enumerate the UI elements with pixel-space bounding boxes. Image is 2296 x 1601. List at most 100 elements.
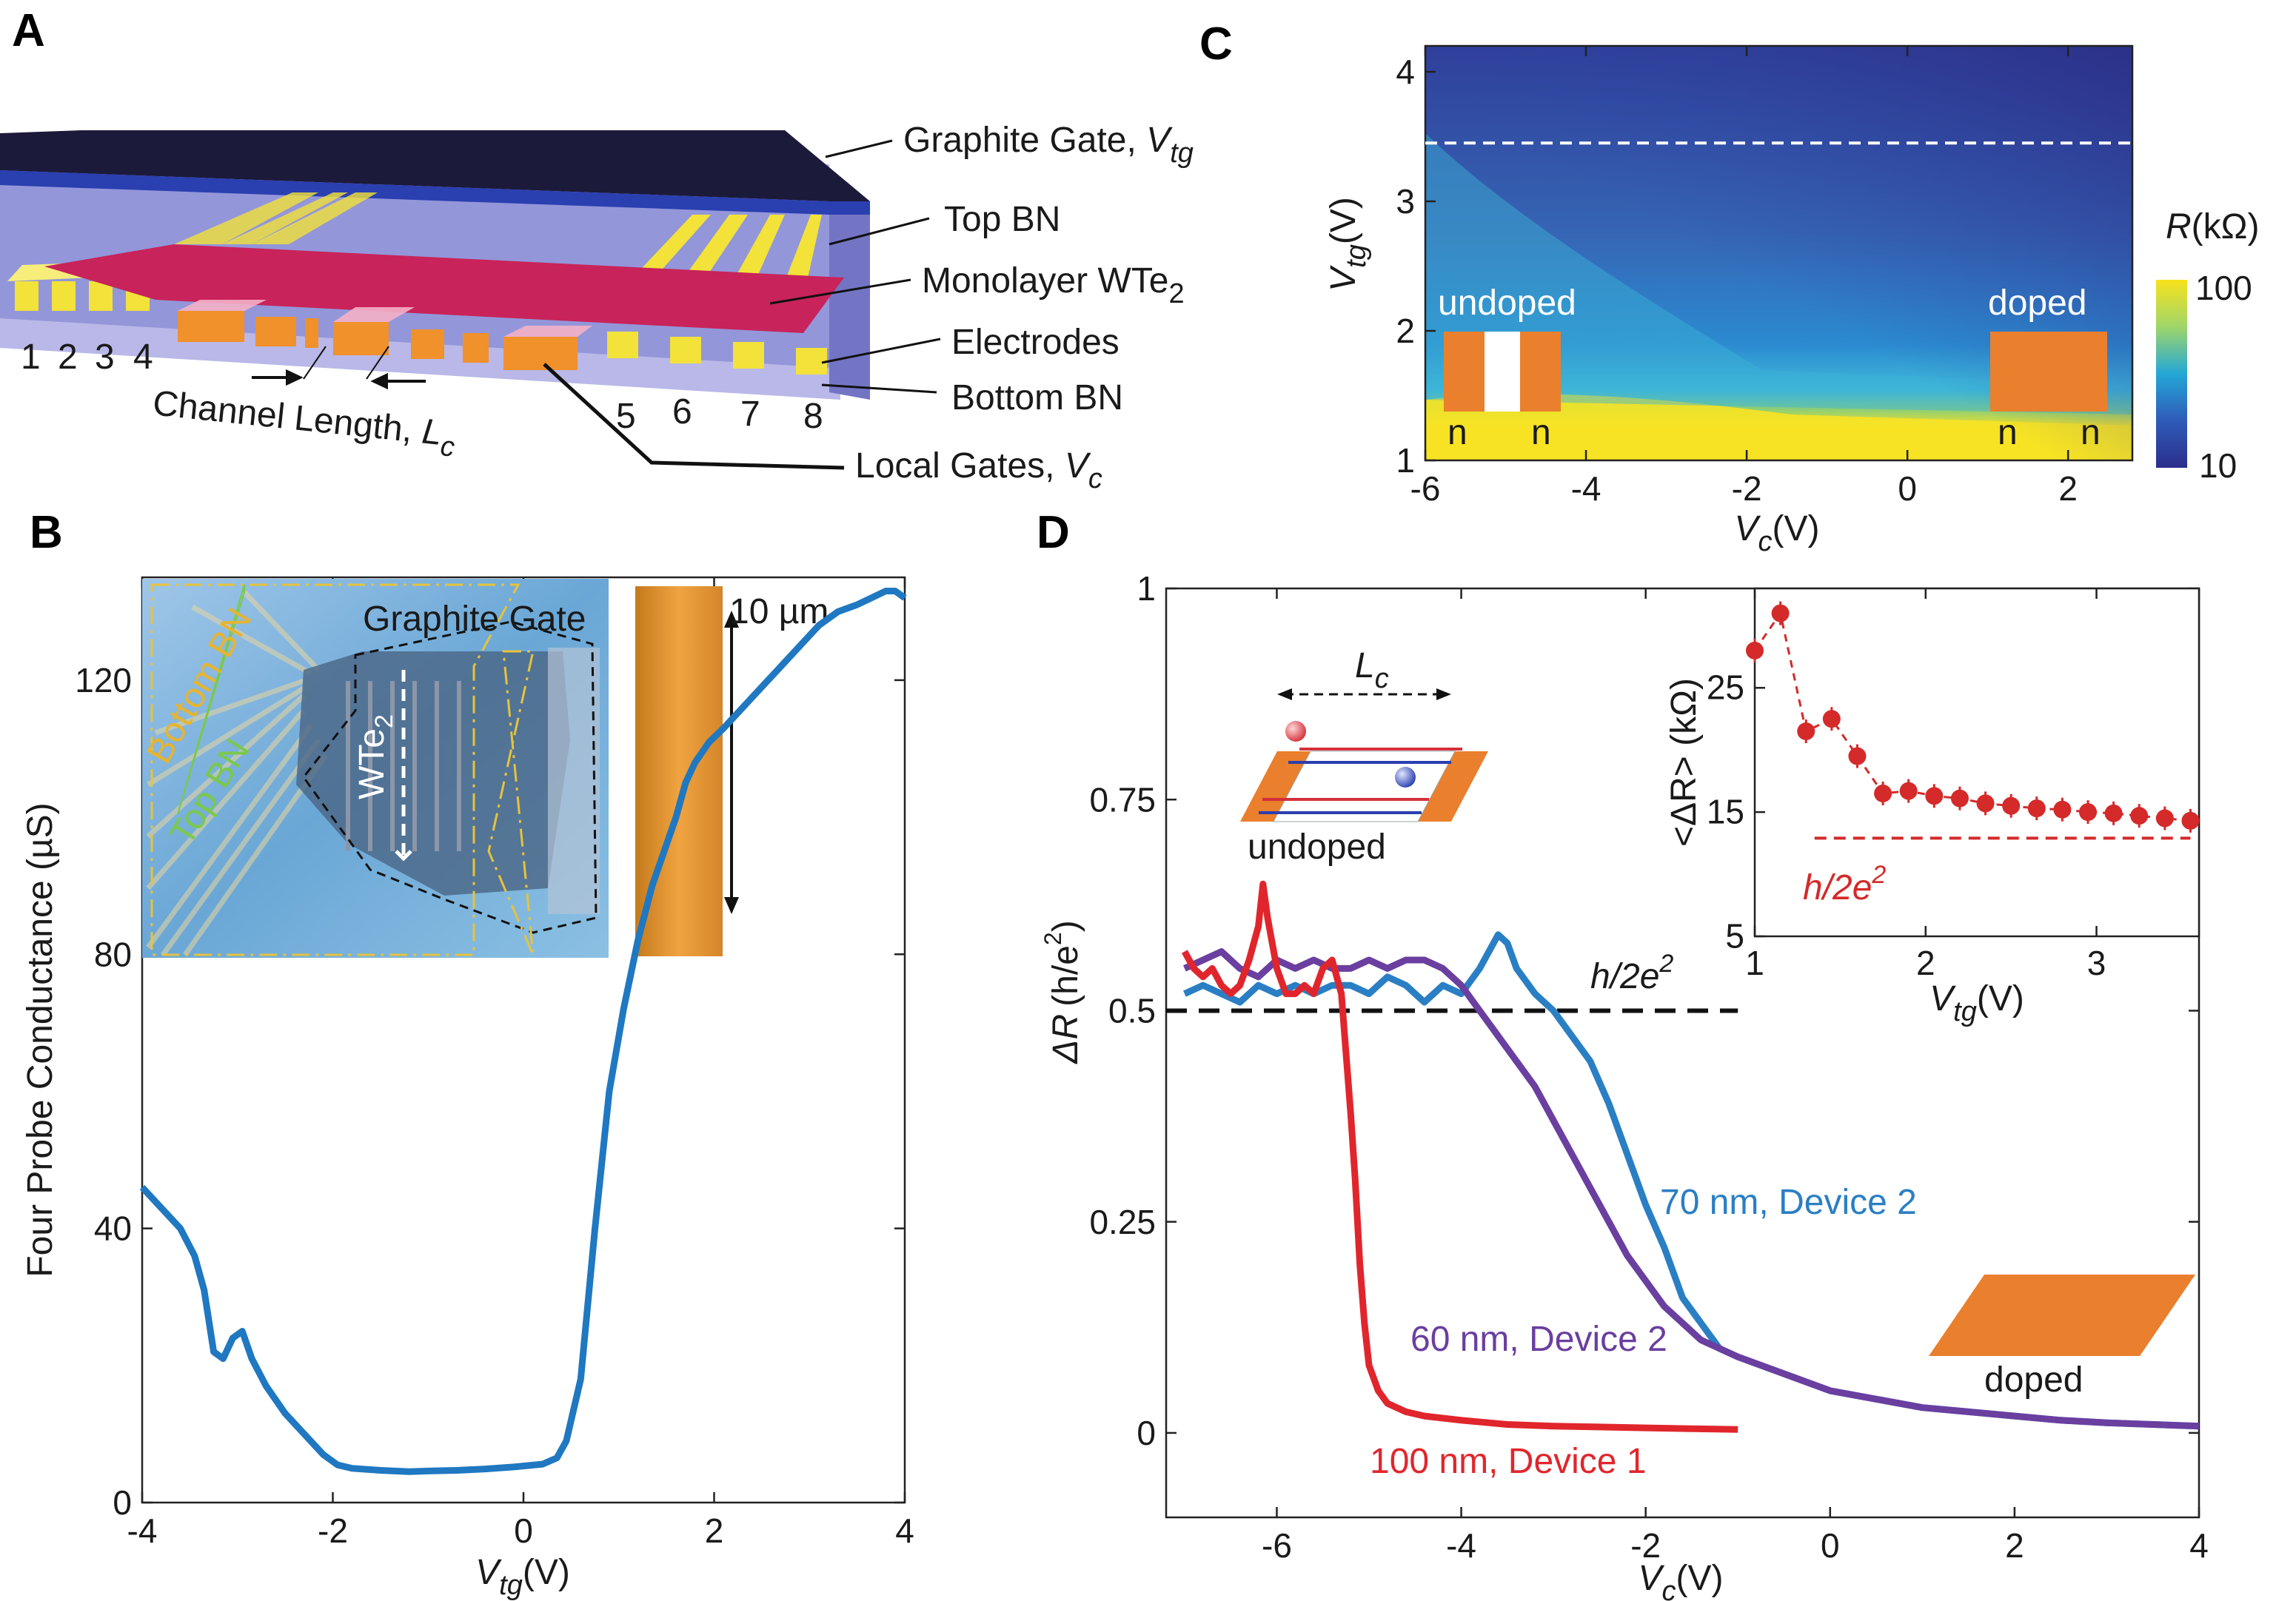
electrode-number: 4 xyxy=(133,338,153,377)
d-doped-icon xyxy=(1929,1275,2195,1356)
x-tick-label: 4 xyxy=(895,1511,914,1550)
channel-length-label: Channel Length, Lc xyxy=(150,383,458,463)
panel-letter-c: C xyxy=(1199,19,1233,70)
d-undoped-schematic: Lc undoped xyxy=(1240,646,1488,867)
x-tick-label: -6 xyxy=(1410,469,1441,508)
b-ylabel: Four Probe Conductance (µS) xyxy=(21,802,60,1277)
series-label-100nm: 100 nm, Device 1 xyxy=(1370,1442,1647,1481)
x-tick-label: 0 xyxy=(1898,469,1917,508)
inset-data-point xyxy=(2181,811,2200,830)
x-tick-label: 2 xyxy=(2005,1526,2024,1565)
y-tick-label: 0.25 xyxy=(1089,1203,1156,1241)
x-tick-label: 0 xyxy=(514,1511,533,1550)
y-tick-label: 3 xyxy=(1396,182,1415,221)
electrode-number: 7 xyxy=(740,395,760,434)
d-inset-ylabel: <ΔR> (kΩ) xyxy=(1664,678,1704,847)
channel-length-arrows xyxy=(252,346,426,390)
wte2-layer xyxy=(44,244,844,333)
heatmap-doped-icon xyxy=(1990,332,2107,412)
n-label: n xyxy=(2081,413,2101,452)
inset-data-point xyxy=(2079,803,2097,822)
panel-c: C -6 -4 -2 0 2 1 2 3 4 undoped doped n n n n R(k… xyxy=(1199,19,2260,557)
electrode-number: 1 xyxy=(21,338,41,377)
x-tick-label: -4 xyxy=(127,1511,158,1550)
colorbar-min: 10 xyxy=(2199,446,2237,485)
graphite-gate-label: Graphite Gate, Vtg xyxy=(903,121,1194,169)
electrode-number: 3 xyxy=(95,338,115,377)
y-tick-label: 25 xyxy=(1707,668,1744,707)
b-xlabel: Vtg(V) xyxy=(475,1553,570,1601)
local-gates xyxy=(178,311,578,370)
scale-bar-arrow-bottom xyxy=(724,897,739,914)
electrode-number: 5 xyxy=(616,397,636,436)
heatmap-doped-label: doped xyxy=(1988,283,2086,323)
series-100nm-device1 xyxy=(1181,880,1738,1433)
y-tick-label: 2 xyxy=(1396,312,1415,350)
lc-label: Lc xyxy=(1355,646,1389,694)
inset-data-point xyxy=(2130,807,2149,825)
conductance-curve xyxy=(139,588,907,1475)
stack-side-face xyxy=(829,198,870,400)
electrode-number: 6 xyxy=(672,392,692,432)
x-tick-label: 3 xyxy=(2087,944,2106,982)
top-bn-label: Top BN xyxy=(944,200,1060,239)
heatmap-undoped-label: undoped xyxy=(1438,283,1576,323)
panel-b-inset-photo: Graphite Gate Bottom BN Top BN WTe2 10 µ… xyxy=(140,579,829,958)
panel-letter-a: A xyxy=(12,5,45,56)
inset-data-point xyxy=(2053,800,2072,819)
panel-d: D -6 -4 -2 0 2 4 0 0.25 0.5 0.75 1 h/2e2 70 nm, De… xyxy=(1037,507,2209,1601)
colorbar-label: R(kΩ) xyxy=(2166,207,2260,246)
d-ylabel: ΔR(h/e2) xyxy=(1040,920,1085,1064)
scale-bar-arrow-top xyxy=(724,611,739,628)
x-tick-label: 2 xyxy=(705,1511,724,1550)
h2e2-label: h/2e2 xyxy=(1590,950,1673,996)
y-tick-label: 0.5 xyxy=(1108,992,1156,1030)
inset-data-point xyxy=(1874,784,1892,802)
y-tick-label: 15 xyxy=(1707,793,1744,831)
heatmap-frame xyxy=(1424,44,2134,462)
series-60nm-device2 xyxy=(1183,948,2200,1430)
electrode-fingers-right xyxy=(629,215,822,281)
inset-data-point xyxy=(1976,794,1995,813)
x-tick-label: -2 xyxy=(1732,469,1762,508)
panel-d-frame xyxy=(1165,587,2200,1519)
heatmap-undoped-icon xyxy=(1444,332,1561,412)
d-doped-label: doped xyxy=(1984,1360,2083,1400)
y-tick-label: 5 xyxy=(1725,916,1744,955)
bottom-bn-label: Bottom BN xyxy=(951,378,1123,417)
x-tick-label: -2 xyxy=(1630,1526,1661,1565)
panel-letter-b: B xyxy=(30,507,63,558)
y-tick-label: 80 xyxy=(94,935,132,973)
d-inset-xlabel: Vtg(V) xyxy=(1929,979,2024,1027)
graphite-gate-layer xyxy=(0,130,870,201)
electrode-numbers-left: 1 2 3 4 xyxy=(21,338,153,377)
inset-data-point xyxy=(2002,796,2021,815)
colorbar xyxy=(2156,280,2187,468)
x-tick-label: 2 xyxy=(1916,944,1935,982)
x-tick-label: 2 xyxy=(2058,469,2078,508)
inset-data-point xyxy=(1822,710,1841,728)
d-inset-frame xyxy=(1753,587,2200,938)
y-tick-label: 0 xyxy=(1137,1414,1156,1452)
y-tick-label: 1 xyxy=(1396,441,1415,480)
d-undoped-label: undoped xyxy=(1248,828,1386,867)
series-label-60nm: 60 nm, Device 2 xyxy=(1410,1320,1667,1359)
inset-data-point xyxy=(1925,787,1944,805)
inset-data-point xyxy=(1848,747,1867,765)
panel-letter-d: D xyxy=(1037,507,1070,558)
x-tick-label: 4 xyxy=(2189,1526,2209,1565)
electrode-numbers-right: 5 6 7 8 xyxy=(616,392,823,436)
inset-data-point xyxy=(2027,799,2046,818)
inset-data-point xyxy=(1746,641,1764,659)
x-tick-label: 0 xyxy=(1821,1526,1840,1565)
panel-a: A xyxy=(0,5,1194,494)
y-tick-label: 4 xyxy=(1396,53,1415,91)
series-label-70nm: 70 nm, Device 2 xyxy=(1660,1183,1917,1222)
x-tick-label: -4 xyxy=(1571,469,1601,508)
n-label: n xyxy=(1531,413,1551,452)
local-gates-top xyxy=(178,300,592,337)
colorbar-max: 100 xyxy=(2195,269,2252,307)
y-tick-label: 0 xyxy=(113,1483,132,1522)
local-gates-label: Local Gates, Vc xyxy=(855,446,1102,494)
